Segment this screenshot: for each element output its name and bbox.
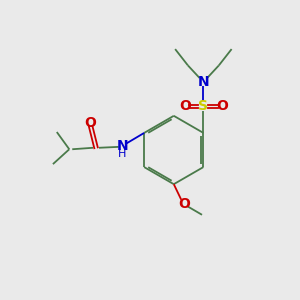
Text: N: N <box>117 139 129 153</box>
Text: O: O <box>216 99 228 113</box>
Text: O: O <box>178 196 190 211</box>
Text: O: O <box>179 99 191 113</box>
Text: H: H <box>118 149 126 159</box>
Text: S: S <box>198 99 208 113</box>
Text: O: O <box>85 116 97 130</box>
Text: N: N <box>198 75 209 89</box>
